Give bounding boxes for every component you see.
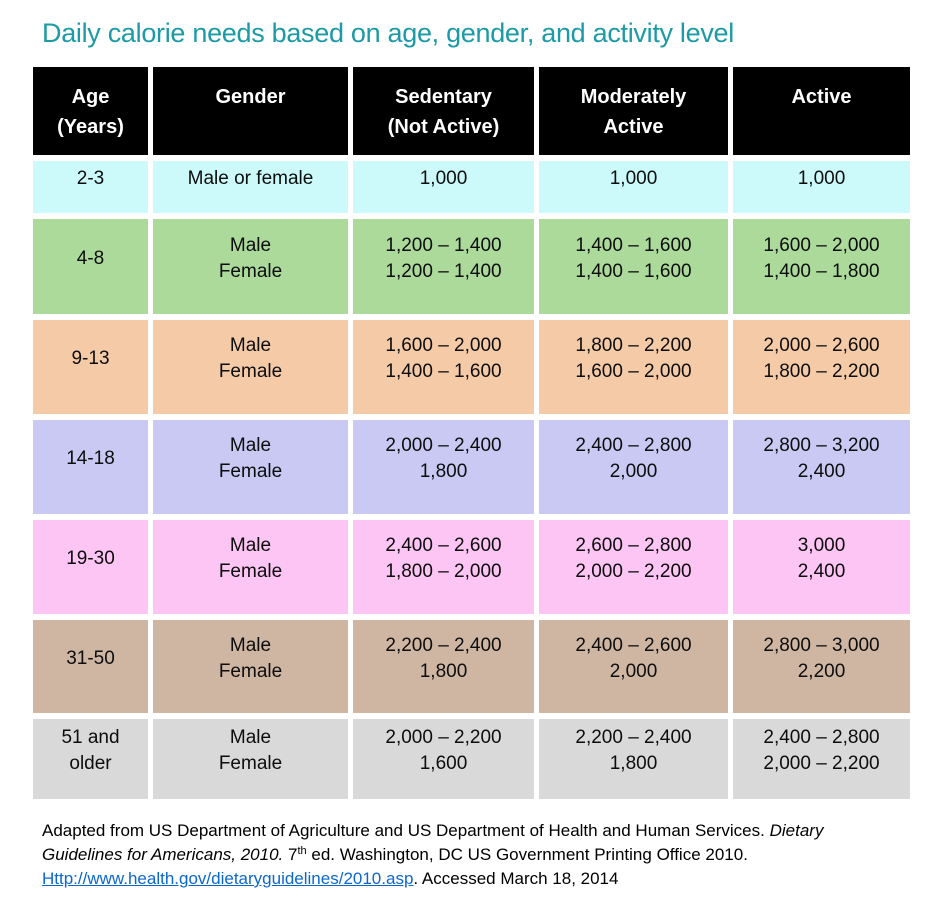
cell-sedentary: 1,600 – 2,000 1,400 – 1,600 xyxy=(353,320,534,414)
source-text: ed. Washington, DC US Government Printin… xyxy=(306,845,748,864)
cell-moderately-active: 1,000 xyxy=(539,161,728,213)
cell-moderately-active: 1,400 – 1,600 1,400 – 1,600 xyxy=(539,219,728,314)
cell-sedentary: 2,400 – 2,600 1,800 – 2,000 xyxy=(353,520,534,614)
cell-age: 19-30 xyxy=(33,520,148,614)
source-note-line-2: Guidelines for Americans, 2010. 7th ed. … xyxy=(42,843,922,867)
table-header-gender: Gender xyxy=(153,67,348,155)
cell-moderately-active: 1,800 – 2,200 1,600 – 2,000 xyxy=(539,320,728,414)
cell-moderately-active: 2,600 – 2,800 2,000 – 2,200 xyxy=(539,520,728,614)
page-title: Daily calorie needs based on age, gender… xyxy=(42,18,734,48)
table-header-age: Age (Years) xyxy=(33,67,148,155)
cell-age: 2-3 xyxy=(33,161,148,213)
table-header-active: Active xyxy=(733,67,910,155)
source-note-line-1: Adapted from US Department of Agricultur… xyxy=(42,819,922,843)
cell-sedentary: 1,000 xyxy=(353,161,534,213)
cell-gender: Male or female xyxy=(153,161,348,213)
source-text: . Accessed March 18, 2014 xyxy=(413,869,619,888)
cell-sedentary: 2,000 – 2,400 1,800 xyxy=(353,420,534,514)
source-title-italic: Dietary xyxy=(769,821,824,840)
cell-sedentary: 2,000 – 2,200 1,600 xyxy=(353,719,534,799)
table-header-moderately-active: Moderately Active xyxy=(539,67,728,155)
cell-active: 1,000 xyxy=(733,161,910,213)
ordinal-superscript: th xyxy=(297,845,307,857)
table-header-sedentary: Sedentary (Not Active) xyxy=(353,67,534,155)
source-text: Adapted from US Department of Agricultur… xyxy=(42,821,770,840)
cell-gender: Male Female xyxy=(153,520,348,614)
cell-active: 2,000 – 2,600 1,800 – 2,200 xyxy=(733,320,910,414)
cell-gender: Male Female xyxy=(153,320,348,414)
cell-age: 9-13 xyxy=(33,320,148,414)
dietary-guidelines-link[interactable]: Http://www.health.gov/dietaryguidelines/… xyxy=(42,869,414,888)
cell-age: 51 and older xyxy=(33,719,148,799)
cell-active: 2,400 – 2,800 2,000 – 2,200 xyxy=(733,719,910,799)
cell-active: 1,600 – 2,000 1,400 – 1,800 xyxy=(733,219,910,314)
source-title-italic: Guidelines for Americans, 2010. xyxy=(42,845,284,864)
cell-age: 31-50 xyxy=(33,620,148,713)
cell-gender: Male Female xyxy=(153,620,348,713)
calorie-table: Age (Years) Gender Sedentary (Not Active… xyxy=(33,67,910,799)
cell-active: 3,000 2,400 xyxy=(733,520,910,614)
cell-age: 14-18 xyxy=(33,420,148,514)
cell-sedentary: 2,200 – 2,400 1,800 xyxy=(353,620,534,713)
source-text: 7 xyxy=(283,845,298,864)
cell-moderately-active: 2,200 – 2,400 1,800 xyxy=(539,719,728,799)
cell-moderately-active: 2,400 – 2,800 2,000 xyxy=(539,420,728,514)
cell-moderately-active: 2,400 – 2,600 2,000 xyxy=(539,620,728,713)
source-note-line-3: Http://www.health.gov/dietaryguidelines/… xyxy=(42,867,922,891)
cell-active: 2,800 – 3,000 2,200 xyxy=(733,620,910,713)
cell-gender: Male Female xyxy=(153,420,348,514)
cell-active: 2,800 – 3,200 2,400 xyxy=(733,420,910,514)
cell-gender: Male Female xyxy=(153,719,348,799)
cell-gender: Male Female xyxy=(153,219,348,314)
cell-age: 4-8 xyxy=(33,219,148,314)
cell-sedentary: 1,200 – 1,400 1,200 – 1,400 xyxy=(353,219,534,314)
source-note: Adapted from US Department of Agricultur… xyxy=(42,819,922,891)
